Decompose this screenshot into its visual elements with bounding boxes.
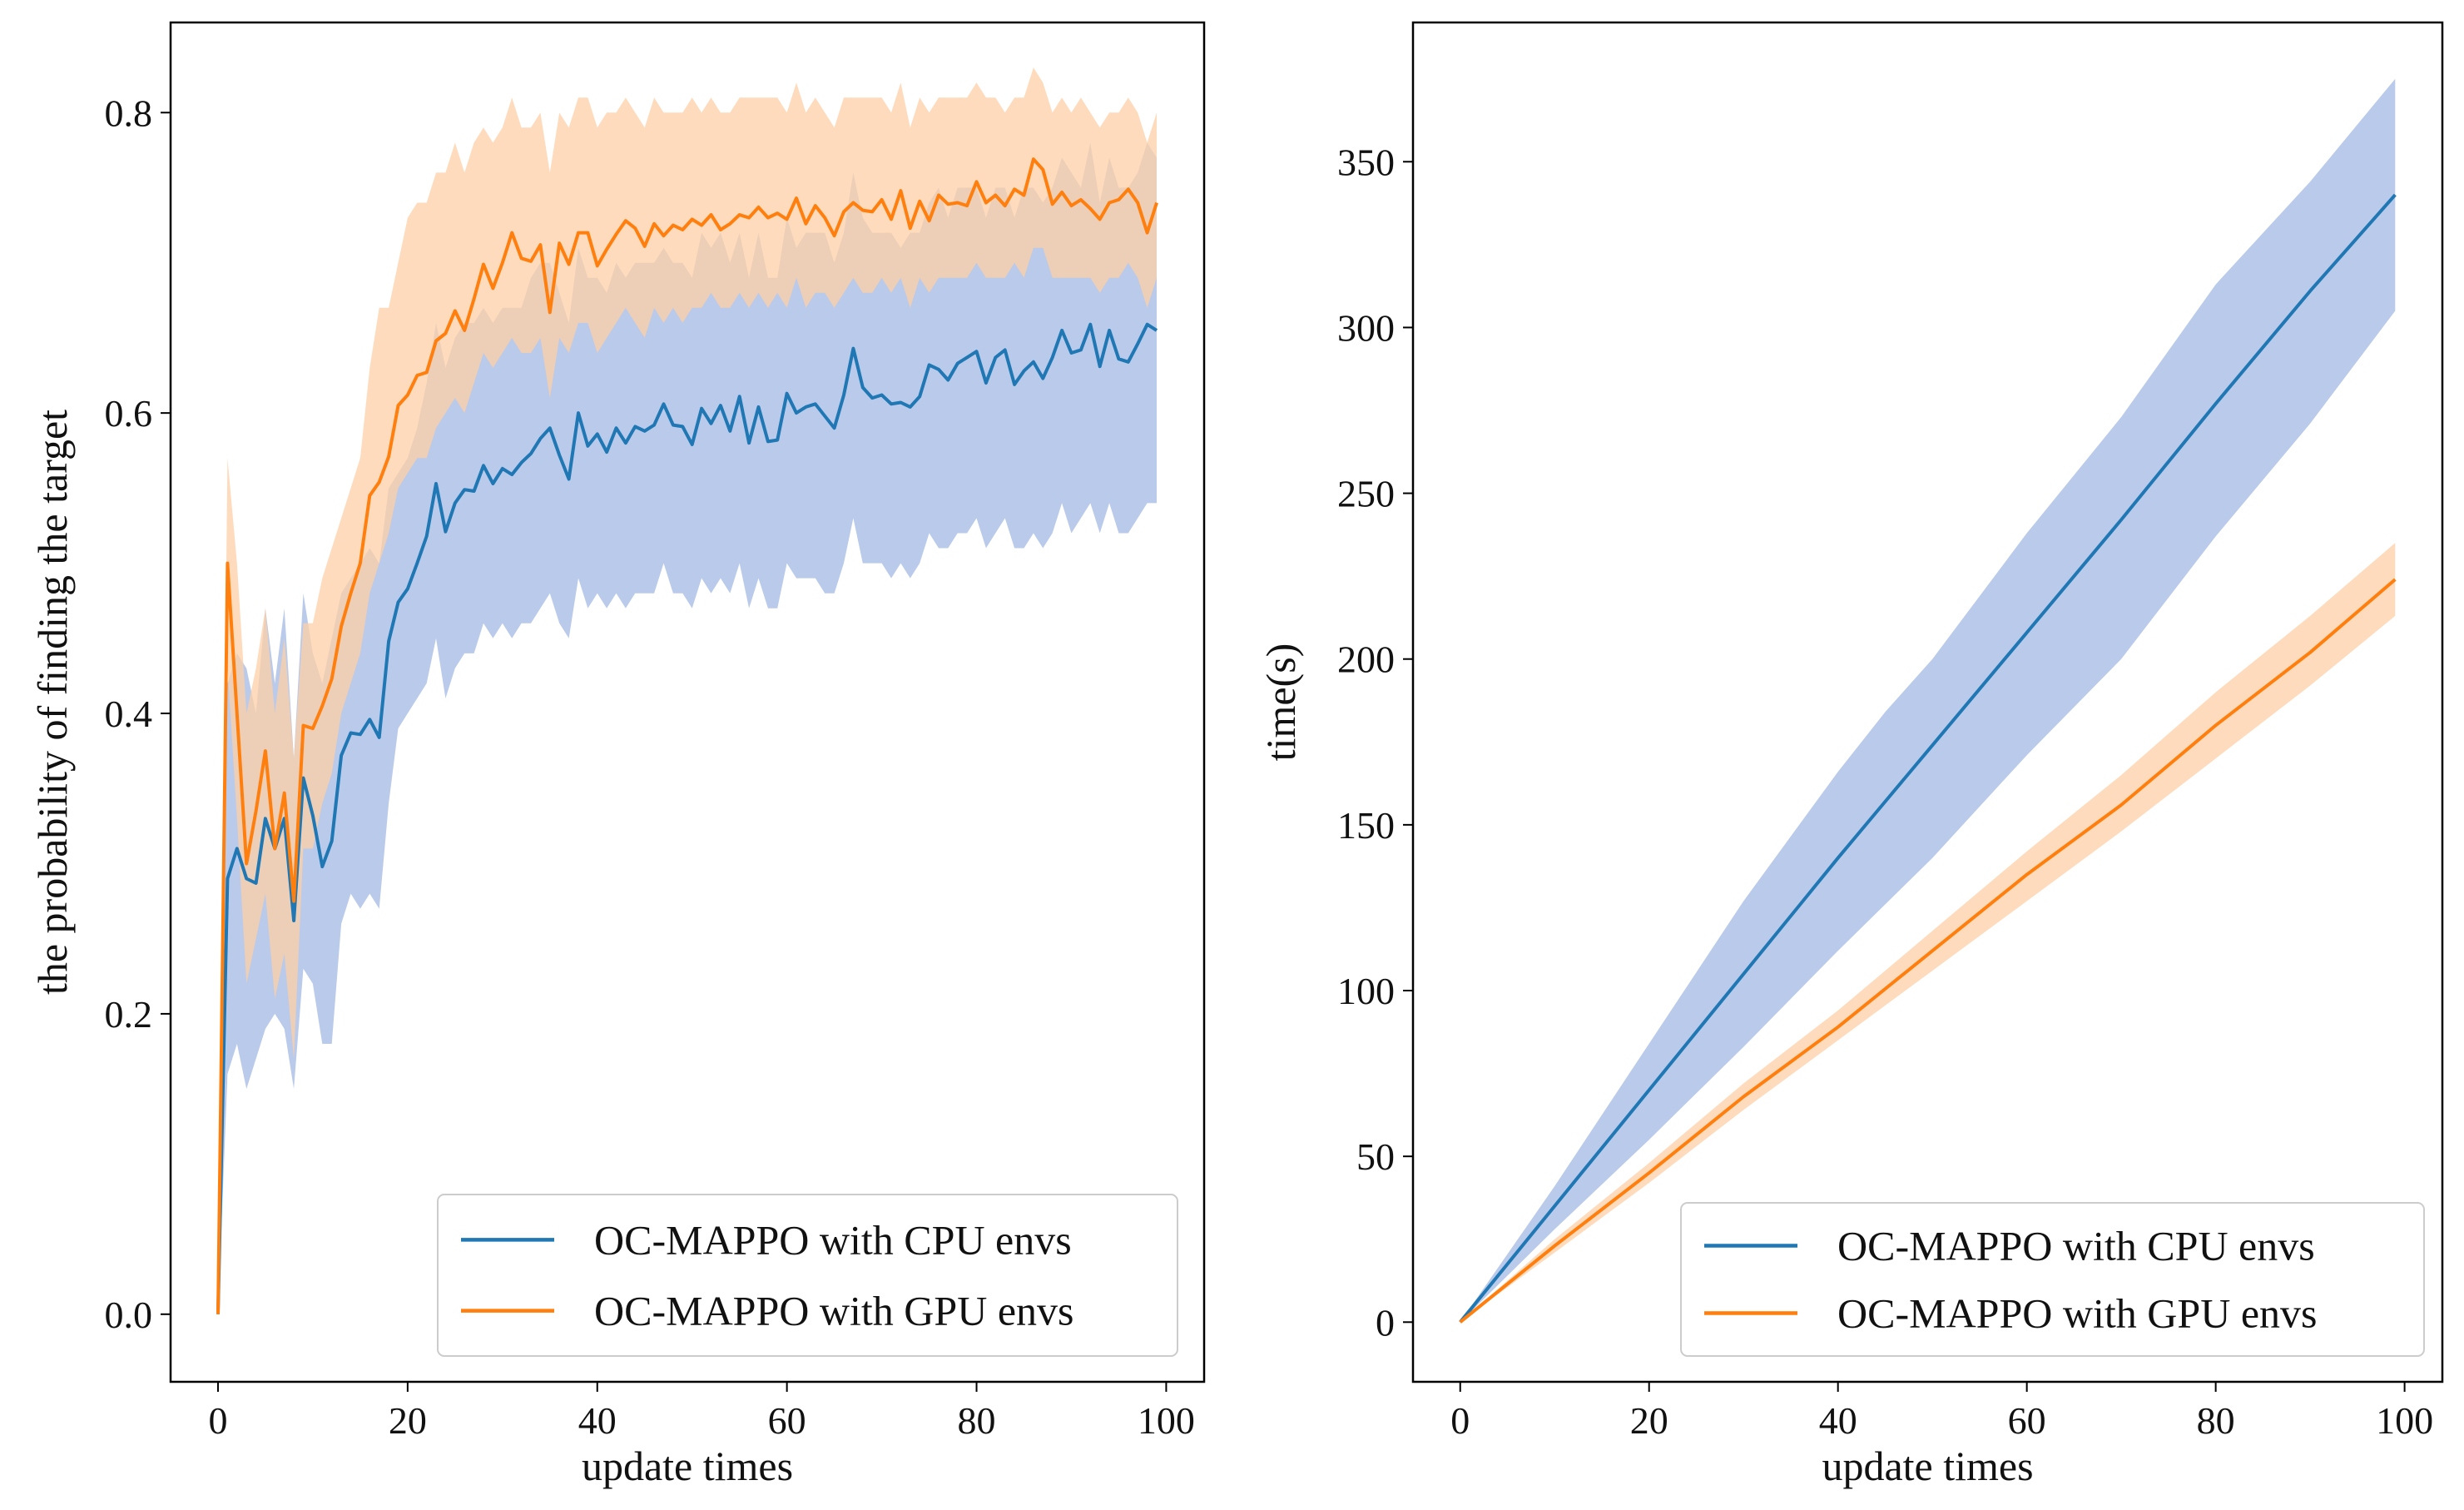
y-tick-label: 250 xyxy=(1337,473,1395,515)
y-tick-label: 200 xyxy=(1337,638,1395,681)
y-tick-label: 0.8 xyxy=(105,92,153,134)
legend-label-cpu: OC-MAPPO with CPU envs xyxy=(1837,1223,2315,1269)
series-line-cpu xyxy=(1459,193,2397,1324)
series-line-cpu xyxy=(216,322,1158,1314)
y-tick-label: 350 xyxy=(1337,141,1395,183)
x-tick-label: 20 xyxy=(389,1399,427,1442)
x-tick-label: 80 xyxy=(958,1399,996,1442)
confidence-band-cpu xyxy=(218,142,1157,1314)
legend: OC-MAPPO with CPU envs OC-MAPPO with GPU … xyxy=(1680,1202,2425,1357)
y-tick-label: 50 xyxy=(1356,1135,1395,1178)
chart-panel-2: 0 20 40 60 80 100 0 50 100 150 200 250 300 350 update … xyxy=(1257,21,2444,1489)
x-tick-label: 40 xyxy=(578,1399,617,1442)
y-tick-label: 0.6 xyxy=(105,392,153,435)
x-axis-label: update times xyxy=(582,1443,793,1489)
confidence-band-cpu xyxy=(1460,78,2396,1323)
series-line-gpu xyxy=(216,157,1158,1314)
y-tick-label: 0 xyxy=(1376,1301,1395,1344)
x-tick-label: 100 xyxy=(2376,1399,2433,1442)
x-tick-label: 0 xyxy=(1450,1399,1470,1442)
confidence-band-gpu xyxy=(218,67,1157,1314)
x-tick-label: 60 xyxy=(2008,1399,2046,1442)
y-tick-label: 0.4 xyxy=(105,693,153,735)
legend-label-cpu: OC-MAPPO with CPU envs xyxy=(594,1216,1072,1263)
x-tick-label: 0 xyxy=(208,1399,227,1442)
legend-box xyxy=(437,1194,1178,1357)
x-tick-label: 80 xyxy=(2197,1399,2235,1442)
plot-frame xyxy=(1411,21,2444,1383)
y-tick-label: 150 xyxy=(1337,804,1395,847)
y-axis-label: time(s) xyxy=(1257,643,1304,762)
y-tick-label: 300 xyxy=(1337,306,1395,349)
y-tick-label: 0.2 xyxy=(105,993,153,1036)
x-tick-label: 100 xyxy=(1138,1399,1195,1442)
y-tick-label: 0.0 xyxy=(105,1294,153,1336)
legend-label-gpu: OC-MAPPO with GPU envs xyxy=(594,1288,1073,1334)
x-tick-label: 60 xyxy=(768,1399,806,1442)
legend: OC-MAPPO with CPU envs OC-MAPPO with GPU … xyxy=(437,1194,1178,1357)
x-tick-label: 20 xyxy=(1630,1399,1668,1442)
chart-panel-1: 0 20 40 60 80 100 0.0 0.2 0.4 0.6 0.8 update times t… xyxy=(29,21,1206,1489)
legend-box xyxy=(1680,1202,2425,1357)
plot-frame xyxy=(169,21,1206,1383)
y-tick-label: 100 xyxy=(1337,970,1395,1012)
confidence-band-gpu xyxy=(1460,543,2396,1323)
legend-label-gpu: OC-MAPPO with GPU envs xyxy=(1837,1289,2317,1336)
y-axis-label: the probability of finding the target xyxy=(29,410,76,995)
series-line-gpu xyxy=(1459,578,2397,1324)
x-axis-label: update times xyxy=(1822,1443,2033,1489)
x-tick-label: 40 xyxy=(1819,1399,1857,1442)
